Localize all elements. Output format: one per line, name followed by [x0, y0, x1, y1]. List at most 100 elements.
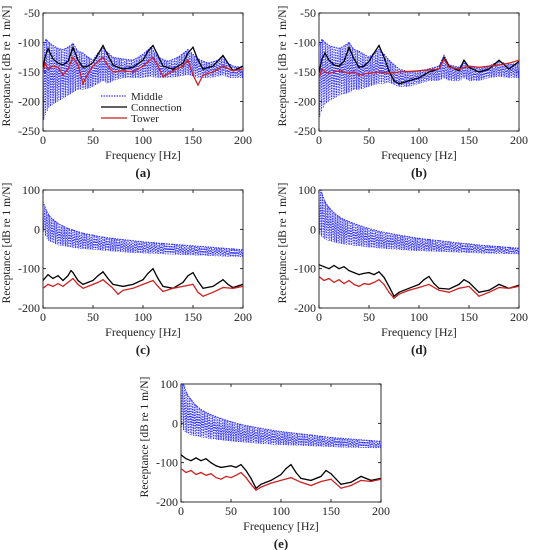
data-point — [358, 285, 360, 287]
data-point — [172, 243, 174, 245]
data-point — [338, 70, 340, 72]
y-tick-label: -200 — [18, 95, 40, 109]
data-point — [43, 287, 44, 289]
data-point — [92, 283, 94, 285]
data-point — [210, 414, 212, 416]
data-point — [370, 479, 372, 481]
data-point — [215, 477, 217, 479]
data-point — [363, 272, 365, 274]
data-point — [181, 468, 182, 470]
panel-caption: (e) — [274, 536, 288, 550]
data-point — [324, 71, 326, 73]
data-point — [48, 215, 50, 217]
data-point — [87, 56, 89, 58]
data-point — [300, 481, 302, 483]
y-axis-label: Receptance [dB re 1 m/N] — [277, 183, 289, 304]
data-point — [300, 477, 302, 479]
data-point — [92, 65, 94, 67]
x-tick-label: 150 — [184, 133, 202, 147]
data-point — [48, 41, 50, 44]
data-point — [333, 64, 335, 66]
data-point — [72, 43, 74, 45]
data-point — [52, 285, 54, 287]
series-connection — [319, 264, 519, 298]
data-point — [350, 438, 352, 440]
data-point — [202, 295, 204, 297]
data-point — [92, 59, 94, 61]
data-point — [122, 289, 124, 291]
x-tick-label: 100 — [410, 310, 428, 324]
data-point — [147, 50, 149, 52]
data-point — [230, 421, 232, 423]
data-point — [255, 489, 257, 491]
data-point — [328, 268, 330, 270]
data-point — [398, 291, 400, 293]
data-point — [328, 72, 330, 74]
data-point — [508, 287, 510, 289]
y-tick-label: -100 — [294, 36, 316, 50]
data-point — [518, 62, 519, 64]
data-point — [132, 59, 134, 61]
data-point — [378, 44, 380, 47]
y-tick-label: -250 — [18, 124, 40, 138]
data-point — [358, 274, 360, 276]
data-point — [122, 70, 124, 72]
data-point — [330, 478, 332, 480]
data-point — [242, 285, 243, 287]
x-tick-label: 150 — [460, 310, 478, 324]
data-point — [102, 236, 104, 238]
data-point — [182, 65, 184, 67]
data-point — [358, 66, 360, 68]
data-point — [360, 475, 362, 477]
series-middle — [181, 384, 381, 449]
data-layer — [319, 38, 519, 117]
data-point — [222, 54, 224, 57]
data-point — [172, 287, 174, 289]
data-point — [338, 65, 340, 67]
data-point — [333, 212, 335, 214]
plot-frame — [42, 189, 244, 309]
data-point — [418, 70, 420, 72]
data-point — [463, 279, 465, 281]
data-point — [112, 287, 114, 289]
data-point — [70, 52, 72, 54]
data-point — [319, 77, 320, 79]
data-point — [157, 277, 159, 280]
data-point — [373, 52, 375, 54]
data-point — [62, 279, 64, 282]
data-point — [200, 409, 202, 411]
x-tick-label: 50 — [363, 133, 375, 147]
data-point — [270, 479, 272, 481]
series-line — [181, 468, 381, 492]
data-point — [102, 279, 104, 281]
data-point — [353, 272, 355, 274]
data-point — [320, 435, 322, 437]
data-point — [132, 287, 134, 289]
data-point — [67, 227, 69, 230]
data-point — [67, 281, 69, 283]
data-point — [350, 481, 352, 483]
data-point — [205, 458, 207, 460]
data-point — [43, 44, 44, 47]
data-point — [328, 59, 330, 61]
data-point — [393, 295, 395, 297]
data-point — [62, 64, 64, 66]
data-point — [343, 218, 345, 221]
data-point — [270, 429, 272, 431]
y-axis-label: Receptance [dB re 1 m/N] — [139, 377, 151, 498]
data-point — [117, 293, 119, 295]
data-point — [172, 68, 174, 70]
data-point — [368, 72, 370, 74]
data-point — [45, 38, 47, 41]
x-tick-label: 0 — [316, 310, 322, 324]
data-point — [202, 74, 204, 76]
data-layer — [181, 384, 381, 492]
data-point — [463, 62, 465, 64]
data-point — [92, 62, 94, 64]
data-point — [508, 62, 510, 64]
data-point — [107, 65, 109, 67]
y-tick-label: 0 — [172, 416, 178, 430]
data-point — [478, 66, 480, 68]
